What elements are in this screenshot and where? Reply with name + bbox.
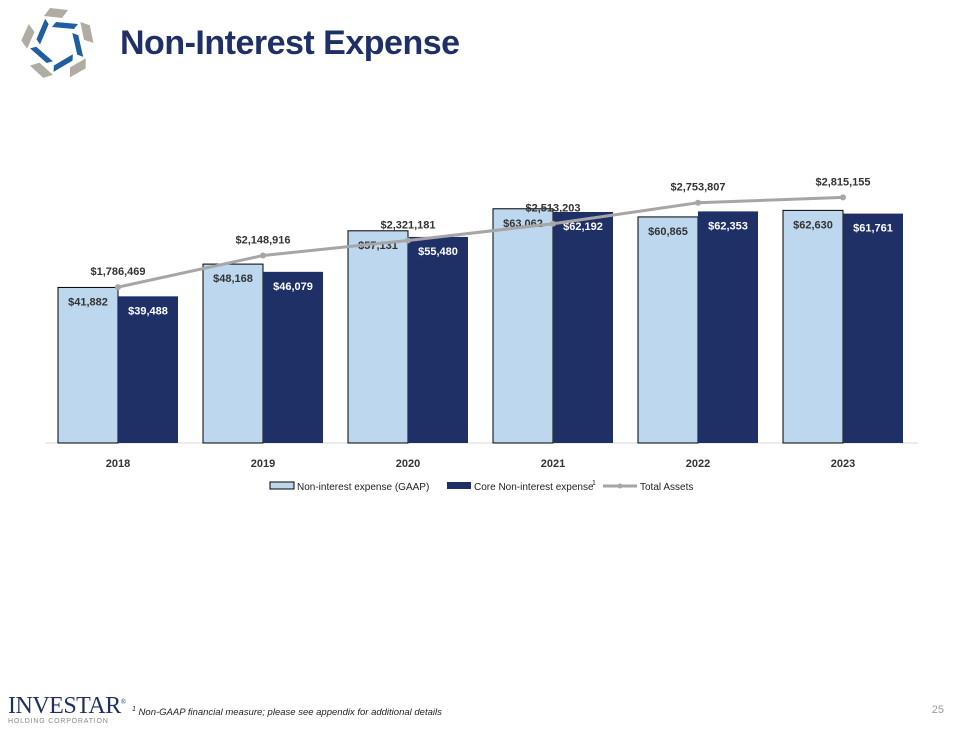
label-total-assets-2020: $2,321,181: [380, 219, 435, 231]
label-total-assets-2023: $2,815,155: [815, 176, 870, 188]
page-number: 25: [931, 704, 944, 716]
bar-core-2023: [843, 213, 903, 443]
label-gaap-2023: $62,630: [793, 219, 833, 231]
bar-gaap-2018: [57, 286, 119, 444]
x-tick-2021: 2021: [541, 458, 565, 470]
legend-label-total-assets: Total Assets: [640, 482, 693, 493]
legend-swatch-gaap: [269, 481, 295, 490]
point-total-assets-2023: [840, 194, 846, 201]
label-total-assets-2018: $1,786,469: [90, 266, 145, 278]
point-total-assets-2019: [260, 252, 266, 259]
bar-core-2018: [118, 296, 178, 443]
x-tick-2022: 2022: [686, 458, 710, 470]
label-core-2018: $39,488: [128, 305, 168, 317]
label-total-assets-2022: $2,753,807: [670, 182, 725, 194]
legend-marker-total-assets: [617, 483, 623, 489]
company-logo-star: [19, 8, 99, 84]
label-total-assets-2019: $2,148,916: [235, 235, 290, 247]
point-total-assets-2020: [405, 237, 411, 244]
page-title: Non-Interest Expense: [120, 24, 460, 62]
bar-gaap-2023: [782, 209, 844, 444]
label-core-2020: $55,480: [418, 246, 458, 258]
label-core-2019: $46,079: [273, 281, 313, 293]
label-gaap-2018: $41,882: [68, 296, 108, 308]
label-total-assets-2021: $2,513,203: [525, 203, 580, 215]
legend-label-core: Core Non-interest expense: [474, 482, 594, 493]
bar-core-2021: [553, 212, 613, 443]
bar-core-2022: [698, 211, 758, 443]
x-tick-2019: 2019: [251, 458, 275, 470]
x-tick-2023: 2023: [831, 458, 855, 470]
bar-gaap-2022: [637, 216, 699, 444]
label-core-2021: $62,192: [563, 221, 603, 233]
label-gaap-2019: $48,168: [213, 273, 253, 285]
point-total-assets-2018: [115, 284, 121, 291]
line-total-assets: [117, 195, 844, 289]
point-total-assets-2021: [550, 220, 556, 227]
bar-core-2020: [408, 236, 468, 443]
investar-logo: INVESTAR® HOLDING CORPORATION: [8, 693, 126, 725]
x-tick-2020: 2020: [396, 458, 420, 470]
bar-gaap-2019: [202, 263, 264, 444]
point-total-assets-2022: [695, 199, 701, 206]
legend-label-gaap: Non-interest expense (GAAP): [297, 482, 429, 493]
x-tick-2018: 2018: [106, 458, 130, 470]
label-core-2022: $62,353: [708, 220, 748, 232]
label-gaap-2022: $60,865: [648, 226, 688, 238]
bar-core-2019: [263, 271, 323, 443]
label-core-2023: $61,761: [853, 223, 893, 235]
bar-gaap-2020: [347, 230, 409, 444]
footnote: 1 Non-GAAP financial measure; please see…: [132, 706, 442, 719]
bar-gaap-2021: [492, 208, 554, 444]
legend-swatch-core: [447, 482, 471, 489]
legend-label-core-superscript: 1: [592, 480, 596, 487]
non-interest-expense-chart: $41,882$39,4882018$48,168$46,0792019$57,…: [45, 176, 918, 493]
